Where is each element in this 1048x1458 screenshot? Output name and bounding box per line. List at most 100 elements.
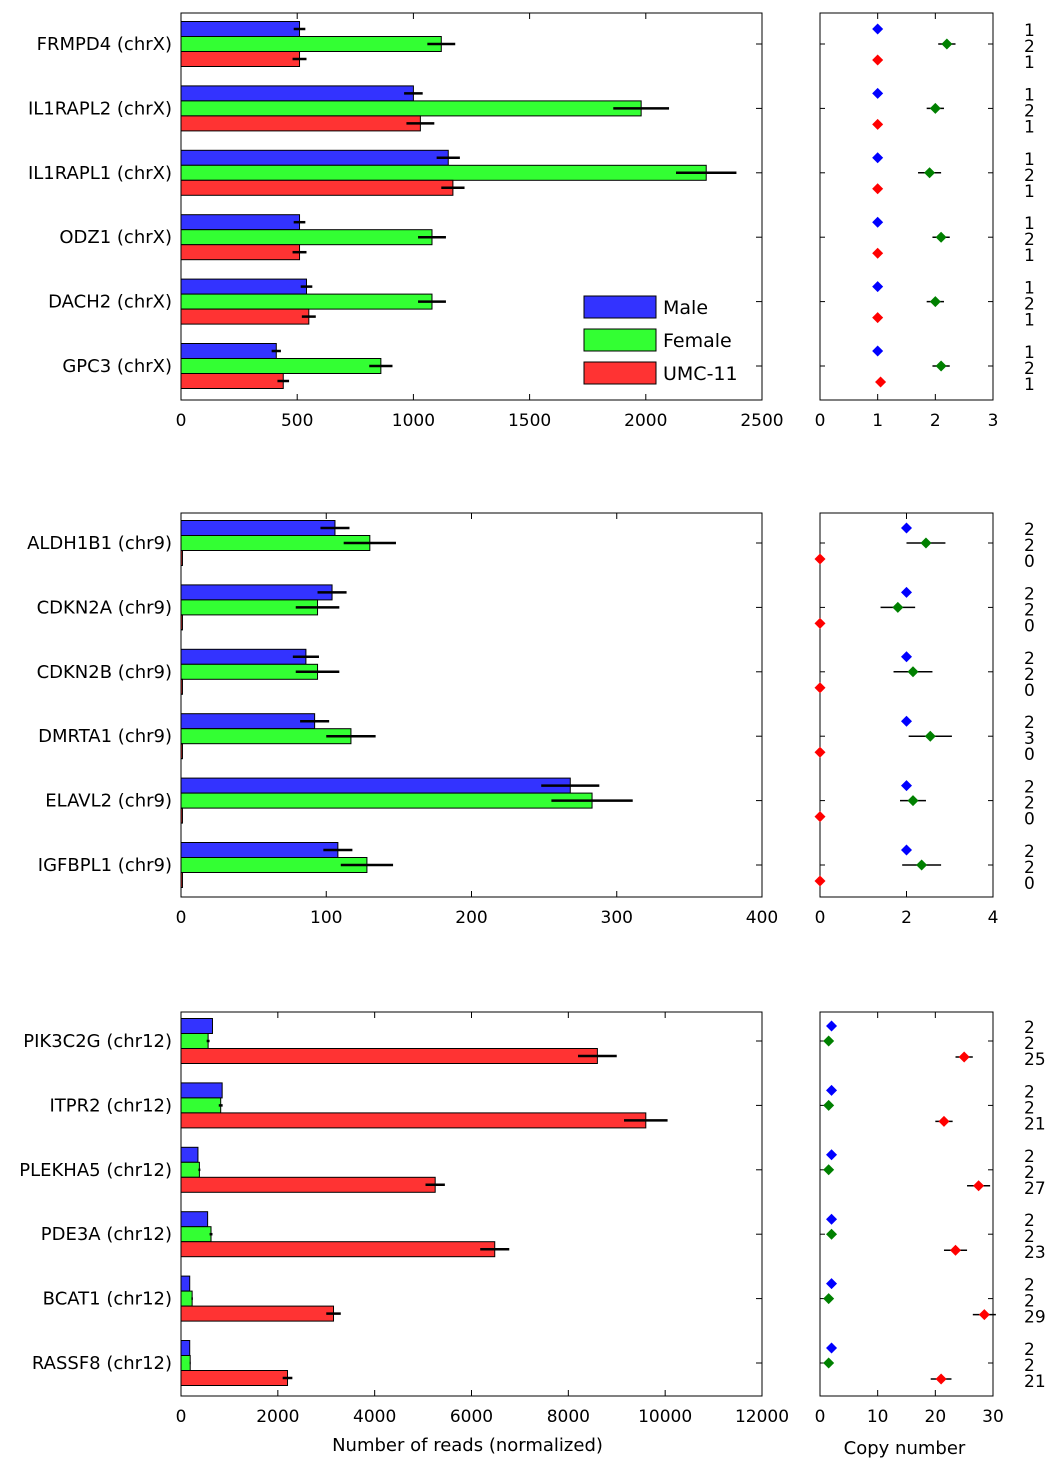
legend-swatch: [583, 361, 657, 385]
cn-marker-umc: [875, 376, 887, 388]
legend-swatch: [583, 295, 657, 319]
bar-male: [180, 1082, 223, 1099]
copy-number-label: 1: [1024, 150, 1035, 170]
gene-label: RASSF8 (chr12): [32, 1353, 172, 1374]
cn-marker-female: [935, 360, 947, 372]
gene-label: CDKN2A (chr9): [37, 597, 172, 618]
cn-marker-male: [826, 1084, 838, 1096]
copy-number-label: 27: [1024, 1179, 1046, 1199]
cn-marker-female: [892, 601, 904, 613]
cn-marker-male: [901, 780, 912, 792]
cn-axes-frame-1: [819, 512, 994, 898]
copy-number-label: 2: [1024, 649, 1035, 669]
bar-umc: [180, 115, 421, 132]
cn-marker-female: [924, 730, 936, 742]
copy-number-label: 2: [1024, 1292, 1035, 1312]
gene-label: ELAVL2 (chr9): [45, 791, 172, 812]
copy-number-label: 1: [1024, 53, 1035, 73]
cn-marker-umc: [950, 1244, 962, 1256]
copy-number-label: 2: [1024, 794, 1035, 814]
copy-number-label: 3: [1024, 729, 1035, 749]
bar-axes-frame-0: [180, 12, 763, 401]
bar-male: [180, 584, 333, 601]
gene-label: PDE3A (chr12): [41, 1224, 172, 1245]
x-axis-title-copy-number: Copy number: [844, 1438, 966, 1458]
copy-number-label: 2: [1024, 713, 1035, 733]
gene-label: DMRTA1 (chr9): [38, 726, 172, 747]
bar-male: [180, 1146, 199, 1163]
cn-marker-umc: [814, 617, 826, 629]
bar-umc: [180, 678, 183, 695]
bar-umc: [180, 1370, 289, 1386]
copy-number-label: 0: [1024, 552, 1035, 572]
copy-number-label: 2: [1024, 536, 1035, 556]
bar-female: [180, 728, 352, 745]
bar-xtick-label: 400: [746, 908, 778, 928]
copy-number-label: 1: [1024, 117, 1035, 137]
copy-number-label: 23: [1024, 1243, 1046, 1263]
bar-xtick-label: 4000: [353, 1407, 396, 1427]
cn-marker-female: [823, 1164, 835, 1176]
cn-marker-female: [826, 1228, 838, 1240]
copy-number-label: 21: [1024, 1114, 1046, 1134]
bar-female: [180, 358, 382, 374]
cn-marker-female: [916, 859, 928, 871]
gene-label: IGFBPL1 (chr9): [38, 855, 172, 876]
cn-marker-umc: [872, 247, 884, 259]
bar-male: [180, 85, 414, 102]
bar-xtick-label: 1500: [508, 411, 551, 431]
cn-marker-female: [907, 795, 919, 807]
bar-axes-frame-1: [180, 512, 763, 898]
copy-number-label: 2: [1024, 1227, 1035, 1247]
bar-umc: [180, 244, 301, 261]
bar-female: [180, 1290, 193, 1307]
cn-marker-female: [823, 1357, 835, 1369]
bar-xtick-label: 1000: [392, 411, 435, 431]
bar-xtick-label: 2000: [256, 1407, 299, 1427]
copy-number-label: 2: [1024, 842, 1035, 862]
cn-xtick-label: 4: [988, 908, 999, 928]
x-axis-title-reads: Number of reads (normalized): [332, 1435, 603, 1456]
bar-axes-frame-2: [180, 1011, 763, 1397]
legend: Male Female UMC-11: [576, 288, 756, 389]
bar-umc: [180, 308, 310, 325]
copy-number-label: 0: [1024, 681, 1035, 701]
bar-umc: [180, 373, 284, 389]
gene-label: GPC3 (chrX): [62, 356, 172, 377]
cn-marker-female: [920, 537, 932, 549]
copy-number-label: 25: [1024, 1050, 1046, 1070]
bar-xtick-label: 10000: [638, 1407, 692, 1427]
bar-umc: [180, 743, 183, 760]
cn-marker-male: [872, 345, 884, 357]
cn-marker-umc: [958, 1051, 970, 1063]
bar-female: [180, 100, 642, 117]
legend-label: UMC-11: [663, 363, 738, 385]
copy-number-label: 2: [1024, 359, 1035, 379]
copy-number-label: 2: [1024, 600, 1035, 620]
cn-marker-male: [872, 87, 884, 99]
copy-number-label: 2: [1024, 520, 1035, 540]
legend-label: Male: [663, 297, 708, 319]
cn-marker-umc: [814, 811, 826, 823]
gene-label: PIK3C2G (chr12): [23, 1031, 172, 1052]
cn-marker-male: [826, 1149, 838, 1161]
bar-umc: [180, 1241, 496, 1258]
cn-marker-female: [823, 1035, 835, 1047]
copy-number-label: 2: [1024, 665, 1035, 685]
bar-xtick-label: 0: [176, 908, 187, 928]
bar-male: [180, 777, 571, 794]
copy-number-label: 1: [1024, 21, 1035, 41]
cn-marker-male: [872, 23, 884, 35]
bar-umc: [180, 872, 183, 888]
cn-marker-female: [823, 1099, 835, 1111]
bar-xtick-label: 100: [310, 908, 342, 928]
copy-number-label: 29: [1024, 1308, 1046, 1328]
bar-female: [180, 293, 433, 310]
copy-number-label: 2: [1024, 1356, 1035, 1376]
copy-number-label: 2: [1024, 584, 1035, 604]
copy-number-label: 1: [1024, 182, 1035, 202]
cn-marker-umc: [872, 54, 884, 66]
bar-male: [180, 648, 307, 665]
copy-number-label: 2: [1024, 230, 1035, 250]
